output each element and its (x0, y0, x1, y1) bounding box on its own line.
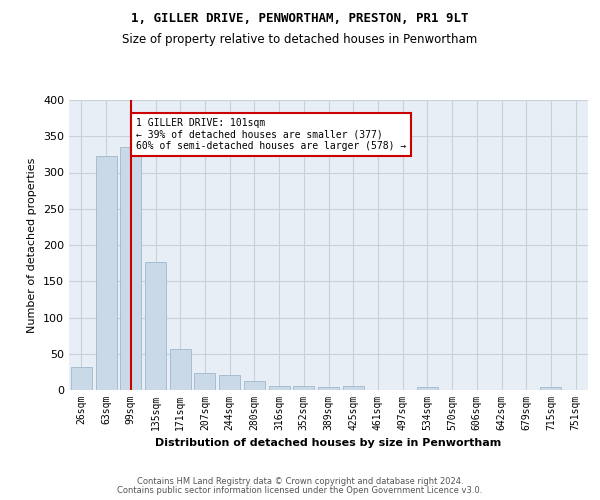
X-axis label: Distribution of detached houses by size in Penwortham: Distribution of detached houses by size … (155, 438, 502, 448)
Bar (145, 262, 166, 390)
Bar (170, 350, 191, 390)
Bar (269, 386, 290, 390)
Bar (541, 387, 562, 390)
Text: 1 GILLER DRIVE: 101sqm
← 39% of detached houses are smaller (377)
60% of semi-de: 1 GILLER DRIVE: 101sqm ← 39% of detached… (136, 118, 406, 152)
Bar (244, 380, 265, 390)
Text: 1, GILLER DRIVE, PENWORTHAM, PRESTON, PR1 9LT: 1, GILLER DRIVE, PENWORTHAM, PRESTON, PR… (131, 12, 469, 26)
Bar (318, 387, 339, 390)
Text: Contains public sector information licensed under the Open Government Licence v3: Contains public sector information licen… (118, 486, 482, 495)
Bar (95, 156, 116, 390)
Bar (194, 374, 215, 390)
Bar (293, 386, 314, 390)
Bar (71, 367, 92, 390)
Y-axis label: Number of detached properties: Number of detached properties (28, 158, 37, 332)
Bar (417, 387, 438, 390)
Text: Contains HM Land Registry data © Crown copyright and database right 2024.: Contains HM Land Registry data © Crown c… (137, 477, 463, 486)
Text: Size of property relative to detached houses in Penwortham: Size of property relative to detached ho… (122, 32, 478, 46)
Bar (219, 375, 240, 390)
Bar (120, 147, 141, 390)
Bar (343, 386, 364, 390)
